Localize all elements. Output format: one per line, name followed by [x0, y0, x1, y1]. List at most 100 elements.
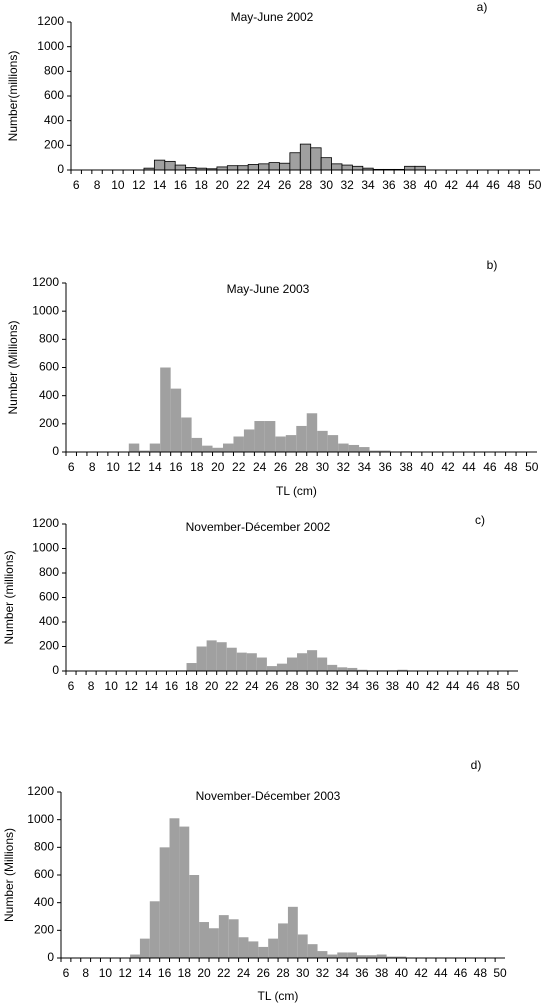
x-tick-label: 26 — [274, 460, 288, 474]
x-tick-label: 44 — [434, 966, 448, 980]
bar — [164, 160, 176, 171]
bar — [238, 937, 249, 958]
bar — [246, 653, 257, 671]
bar — [237, 165, 249, 171]
bar — [258, 163, 270, 171]
bar — [256, 657, 267, 671]
chart-title: November-Décember 2002 — [186, 520, 331, 534]
x-tick-label: 14 — [153, 178, 167, 192]
x-tick-label: 28 — [276, 966, 290, 980]
x-tick-label: 44 — [462, 460, 476, 474]
bar — [149, 443, 161, 452]
bar — [174, 164, 187, 171]
bar — [139, 450, 150, 452]
y-tick-label: 0 — [47, 950, 54, 964]
bar — [320, 157, 332, 171]
x-tick-label: 26 — [265, 679, 279, 693]
bar — [216, 642, 227, 671]
x-tick-label: 26 — [278, 178, 292, 192]
x-tick-label: 50 — [506, 679, 520, 693]
chart-title: May-June 2002 — [231, 10, 314, 24]
x-tick-label: 12 — [118, 966, 132, 980]
bar — [268, 938, 279, 958]
bar — [404, 165, 416, 171]
bar — [327, 435, 339, 452]
bar — [307, 944, 318, 958]
bar — [268, 162, 280, 171]
x-tick-label: 18 — [195, 178, 209, 192]
x-tick-label: 42 — [426, 679, 440, 693]
y-axis-label: Number(millions) — [6, 51, 20, 142]
y-tick-label: 600 — [39, 360, 59, 374]
x-tick-label: 24 — [253, 460, 267, 474]
bar — [226, 647, 237, 671]
bar — [153, 159, 166, 171]
x-tick-label: 38 — [375, 966, 389, 980]
x-tick-label: 8 — [94, 178, 101, 192]
x-tick-label: 34 — [336, 966, 350, 980]
y-tick-label: 800 — [34, 840, 54, 854]
bar — [279, 162, 291, 171]
panel-label: a) — [477, 0, 488, 14]
bar — [226, 165, 239, 171]
x-tick-label: 16 — [165, 679, 179, 693]
bar — [264, 421, 276, 452]
bar — [289, 152, 301, 171]
bar — [317, 430, 328, 452]
chart-title: November-Décember 2003 — [196, 789, 341, 803]
x-tick-label: 28 — [295, 460, 309, 474]
bar — [202, 445, 213, 452]
x-tick-label: 30 — [296, 966, 310, 980]
bar — [243, 429, 255, 452]
x-tick-label: 6 — [63, 966, 70, 980]
bar — [327, 664, 338, 671]
x-tick-label: 40 — [420, 460, 434, 474]
y-tick-label: 1200 — [37, 14, 64, 28]
x-tick-label: 40 — [395, 966, 409, 980]
bar — [347, 667, 358, 671]
bar — [228, 919, 239, 958]
x-axis-label: TL (cm) — [276, 484, 317, 498]
x-tick-label: 48 — [486, 679, 500, 693]
y-axis-label: Number (Millions) — [2, 828, 16, 922]
x-tick-label: 14 — [145, 679, 159, 693]
x-tick-label: 40 — [406, 679, 420, 693]
x-tick-label: 34 — [346, 679, 360, 693]
bar — [209, 928, 219, 958]
bar — [299, 143, 312, 171]
x-tick-label: 46 — [466, 679, 480, 693]
y-tick-label: 0 — [57, 162, 64, 176]
x-tick-label: 36 — [366, 679, 380, 693]
x-tick-label: 38 — [386, 679, 400, 693]
bar — [317, 657, 328, 671]
bar — [287, 906, 298, 958]
x-tick-label: 26 — [257, 966, 271, 980]
y-tick-label: 1200 — [32, 516, 59, 530]
bar — [357, 669, 368, 671]
y-tick-label: 400 — [34, 895, 54, 909]
y-tick-label: 800 — [44, 64, 64, 78]
x-tick-label: 12 — [125, 679, 139, 693]
x-axis-label: TL (cm) — [258, 989, 299, 1003]
bar — [218, 915, 229, 958]
x-tick-label: 42 — [414, 966, 428, 980]
x-tick-label: 20 — [215, 178, 229, 192]
bar — [212, 447, 223, 452]
y-tick-label: 600 — [44, 88, 64, 102]
x-tick-label: 42 — [445, 178, 459, 192]
bar — [306, 413, 318, 452]
x-tick-label: 18 — [178, 966, 192, 980]
x-tick-label: 12 — [127, 460, 141, 474]
x-tick-label: 16 — [169, 460, 183, 474]
x-tick-label: 22 — [217, 966, 231, 980]
panel-label: b) — [487, 258, 498, 272]
x-tick-label: 10 — [105, 679, 119, 693]
y-tick-label: 400 — [39, 614, 59, 628]
x-tick-label: 44 — [446, 679, 460, 693]
bar — [317, 951, 328, 958]
x-tick-label: 48 — [474, 966, 488, 980]
bar — [191, 437, 203, 452]
bar — [386, 956, 397, 958]
x-tick-label: 22 — [225, 679, 239, 693]
bar — [169, 818, 180, 958]
